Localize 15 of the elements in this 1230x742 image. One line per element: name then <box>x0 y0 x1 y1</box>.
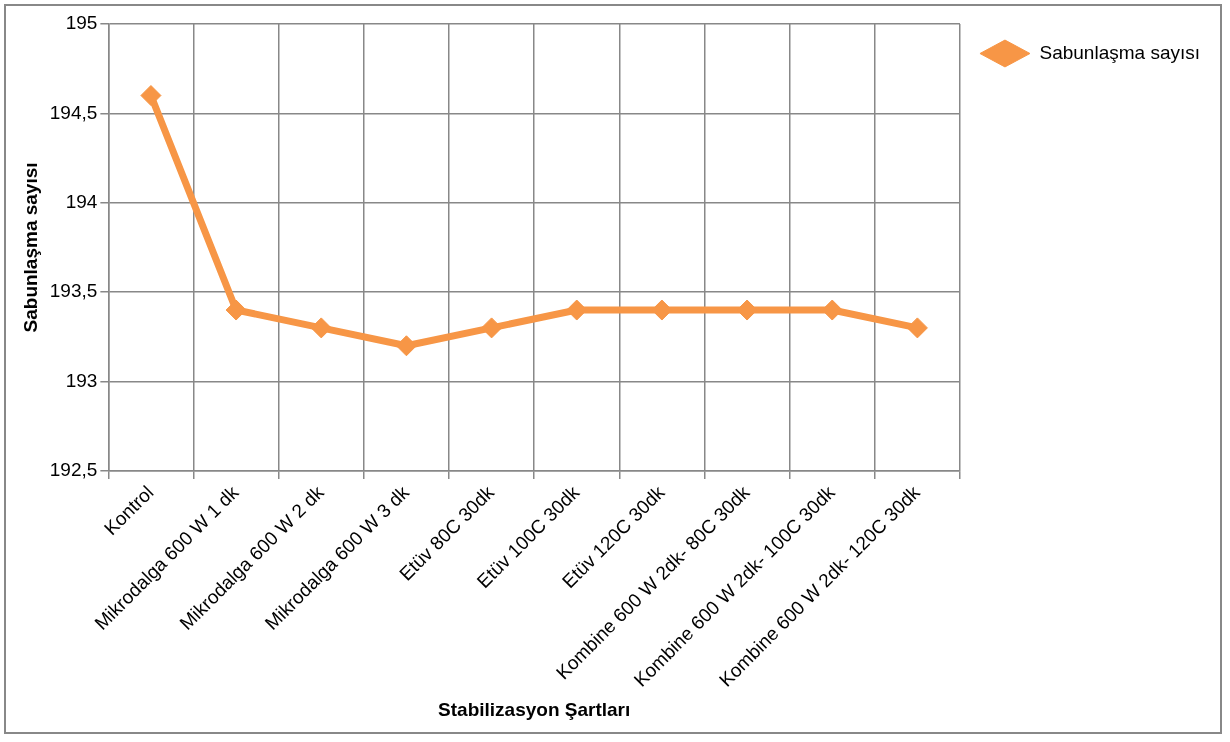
point <box>225 299 247 321</box>
y-tick-label: 195 <box>65 12 98 34</box>
y-tick-label: 193,5 <box>49 280 98 302</box>
point <box>310 317 332 339</box>
y-tick-label: 194 <box>65 191 98 212</box>
point <box>140 85 162 107</box>
legend-label: Sabunlaşma sayısı <box>1039 41 1201 63</box>
point <box>906 317 928 339</box>
y-axis-title: Sabunlaşma sayısı <box>19 162 41 333</box>
x-axis-title: Stabilizasyon Şartları <box>438 698 631 720</box>
point <box>481 317 503 339</box>
y-tick-label: 194,5 <box>49 101 98 123</box>
y-tick-label: 193 <box>65 369 98 391</box>
y-tick-label: 192,5 <box>49 459 98 481</box>
point <box>395 335 417 357</box>
